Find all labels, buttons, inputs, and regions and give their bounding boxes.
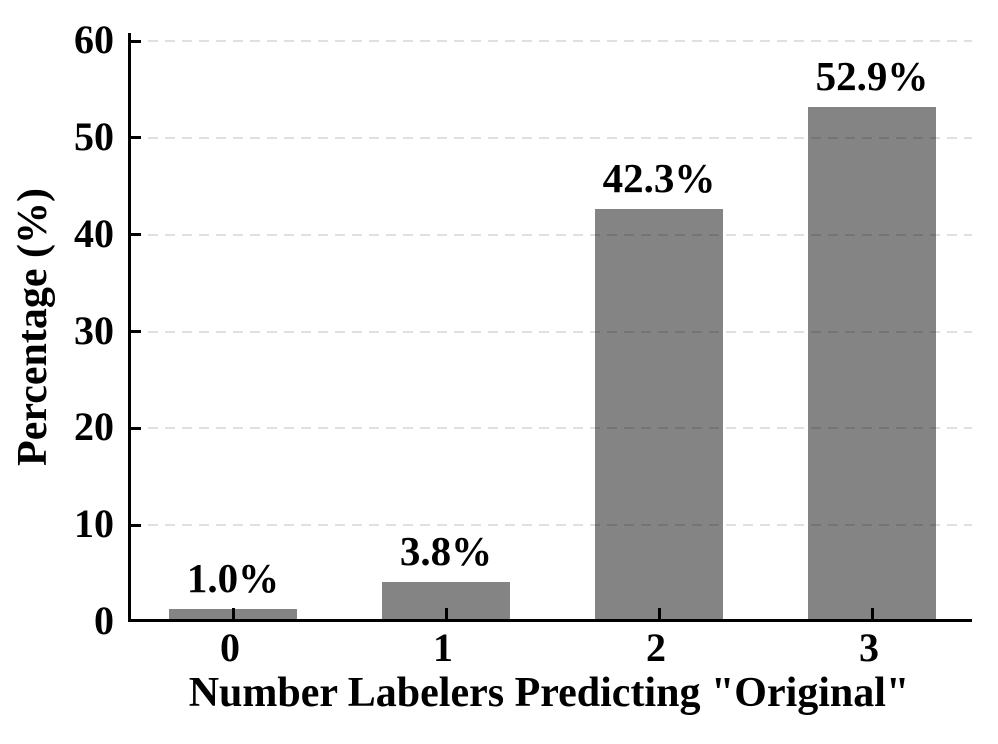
y-axis-tick (131, 136, 141, 140)
y-tick-label: 0 (94, 598, 114, 643)
x-axis-title: Number Labelers Predicting "Original" (188, 670, 910, 716)
grid-line (131, 524, 972, 527)
y-tick-label: 30 (74, 307, 114, 353)
y-axis-tick (131, 233, 141, 237)
bar-value-label: 52.9% (815, 52, 929, 99)
x-axis-tick (231, 608, 235, 619)
y-tick-label: 10 (74, 501, 114, 547)
y-axis-tick (131, 426, 141, 430)
y-tick-label: 40 (74, 210, 114, 256)
y-tick-label: 20 (74, 404, 114, 450)
x-axis-tick (657, 608, 661, 619)
grid-line (131, 233, 972, 236)
x-tick-label: 1 (433, 625, 453, 670)
grid-line (131, 427, 972, 430)
y-axis-tick (131, 523, 141, 527)
bar (595, 209, 723, 619)
bar (808, 106, 936, 619)
grid-line (131, 330, 972, 333)
plot-area: 1.0% 3.8% 42.3% 52.9% (128, 33, 972, 622)
y-tick-label: 50 (74, 113, 114, 159)
y-axis-tick (131, 330, 141, 333)
x-axis-tick (870, 608, 874, 619)
x-axis-tick (444, 608, 448, 619)
bar-value-label: 1.0% (186, 555, 280, 602)
y-tick-label: 60 (74, 17, 114, 62)
grid-line (131, 40, 972, 42)
bar-value-label: 42.3% (602, 155, 716, 202)
x-tick-label: 0 (220, 625, 240, 670)
x-tick-label: 2 (646, 625, 666, 670)
y-axis-tick (131, 39, 141, 43)
grid-line (131, 136, 972, 139)
x-tick-label: 3 (859, 625, 879, 670)
bar-value-label: 3.8% (399, 528, 493, 575)
